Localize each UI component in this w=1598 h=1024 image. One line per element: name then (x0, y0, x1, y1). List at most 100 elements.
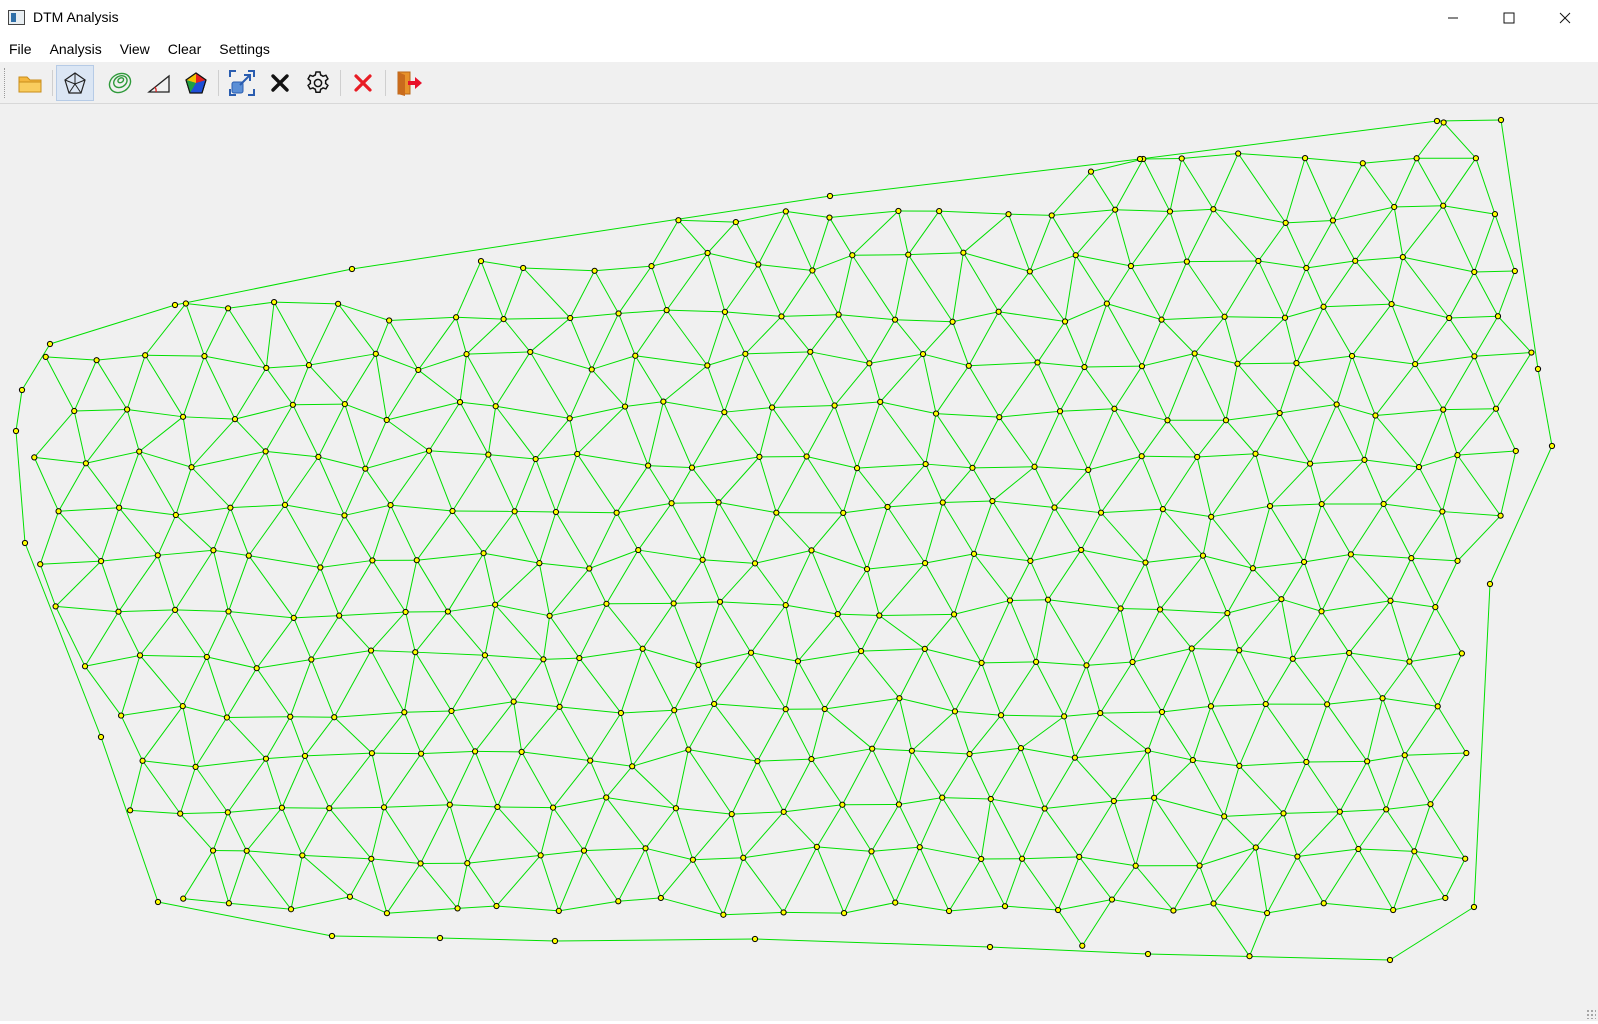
mesh-edge (145, 355, 183, 417)
mesh-edge (949, 859, 981, 911)
contours-button[interactable] (101, 65, 139, 101)
mesh-edge (698, 665, 714, 704)
mesh-point (1112, 406, 1117, 411)
mesh-edge (229, 611, 257, 668)
mesh-point (1495, 314, 1500, 319)
mesh-edge (560, 658, 580, 707)
exit-button[interactable] (390, 65, 428, 101)
settings-button[interactable] (299, 65, 337, 101)
mesh-edge (559, 851, 584, 911)
mesh-edge (350, 859, 371, 897)
mesh-edge (196, 759, 266, 767)
mesh-point (537, 561, 542, 566)
mesh-edge (1296, 356, 1352, 363)
menu-view[interactable]: View (111, 36, 159, 62)
mesh-edge (553, 761, 590, 808)
mesh-edge (869, 320, 895, 364)
mesh-point (1392, 204, 1397, 209)
mesh-point (1236, 151, 1241, 156)
tin-mesh[interactable] (0, 104, 1598, 1021)
mesh-edge (1162, 262, 1187, 320)
mesh-point (933, 411, 938, 416)
mesh-edge (522, 707, 560, 752)
mesh-point (1487, 581, 1492, 586)
mesh-edge (781, 315, 838, 317)
mesh-point (998, 713, 1003, 718)
clear-all-button[interactable] (344, 65, 382, 101)
mesh-edge (293, 405, 319, 457)
mesh-edge (1375, 364, 1415, 415)
mesh-edge (1142, 456, 1197, 457)
mesh-edge (1064, 713, 1100, 716)
menu-analysis[interactable]: Analysis (41, 36, 111, 62)
mesh-point (1447, 315, 1452, 320)
zoom-extent-button[interactable] (223, 65, 261, 101)
mesh-point (1264, 910, 1269, 915)
resize-grip[interactable] (1586, 1009, 1596, 1019)
mesh-point (327, 806, 332, 811)
mesh-edge (1001, 715, 1021, 748)
clear-icon (269, 72, 291, 94)
mesh-edge (451, 702, 513, 711)
open-button[interactable] (11, 65, 49, 101)
mesh-point (335, 301, 340, 306)
mesh-edge (899, 751, 912, 805)
mesh-edge (974, 554, 1010, 601)
mesh-point (482, 653, 487, 658)
mesh-edge (302, 855, 371, 858)
mesh-edge (1297, 849, 1358, 857)
triangulation-button[interactable] (56, 65, 94, 101)
mesh-edge (1442, 455, 1457, 511)
mesh-edge (943, 468, 973, 503)
slope-button[interactable] (140, 65, 178, 101)
mesh-edge (1324, 307, 1352, 356)
tin-canvas[interactable] (0, 104, 1598, 1021)
mesh-edge (1224, 766, 1239, 817)
mesh-edge (56, 561, 101, 606)
mesh-edge (955, 663, 982, 711)
mesh-edge (1333, 163, 1363, 220)
mesh-edge (1048, 600, 1087, 666)
mesh-edge (415, 652, 485, 655)
mesh-point (722, 410, 727, 415)
hull-edge (1437, 120, 1501, 121)
mesh-edge (320, 560, 372, 567)
mesh-point (1321, 901, 1326, 906)
mesh-point (827, 193, 832, 198)
mesh-edge (839, 315, 870, 364)
menu-clear[interactable]: Clear (159, 36, 210, 62)
mesh-edge (807, 456, 844, 512)
mesh-point (1209, 514, 1214, 519)
mesh-point (116, 609, 121, 614)
mesh-edge (266, 405, 293, 452)
menu-settings[interactable]: Settings (210, 36, 279, 62)
mesh-edge (1386, 804, 1430, 809)
mesh-point (967, 751, 972, 756)
mesh-edge (807, 406, 835, 457)
minimize-button[interactable] (1425, 0, 1481, 36)
hull-edge (16, 390, 22, 431)
mesh-point (1027, 269, 1032, 274)
maximize-button[interactable] (1481, 0, 1537, 36)
mesh-edge (1133, 662, 1162, 712)
aspect-icon (183, 70, 209, 96)
mesh-edge (282, 756, 305, 808)
clear-button[interactable] (261, 65, 299, 101)
hull-edge (830, 159, 1140, 196)
mesh-edge (926, 414, 936, 464)
aspect-button[interactable] (177, 65, 215, 101)
close-button[interactable] (1537, 0, 1593, 36)
mesh-edge (450, 751, 475, 804)
mesh-point (454, 315, 459, 320)
mesh-edge (1474, 214, 1495, 272)
mesh-edge (1414, 851, 1465, 858)
mesh-edge (1030, 508, 1054, 561)
mesh-edge (1030, 561, 1048, 600)
mesh-point (1006, 212, 1011, 217)
mesh-point (1247, 954, 1252, 959)
toolbar-grip[interactable] (4, 68, 7, 98)
mesh-edge (982, 600, 1010, 662)
mesh-edge (1383, 698, 1438, 706)
mesh-edge (496, 406, 536, 459)
menu-file[interactable]: File (0, 36, 41, 62)
